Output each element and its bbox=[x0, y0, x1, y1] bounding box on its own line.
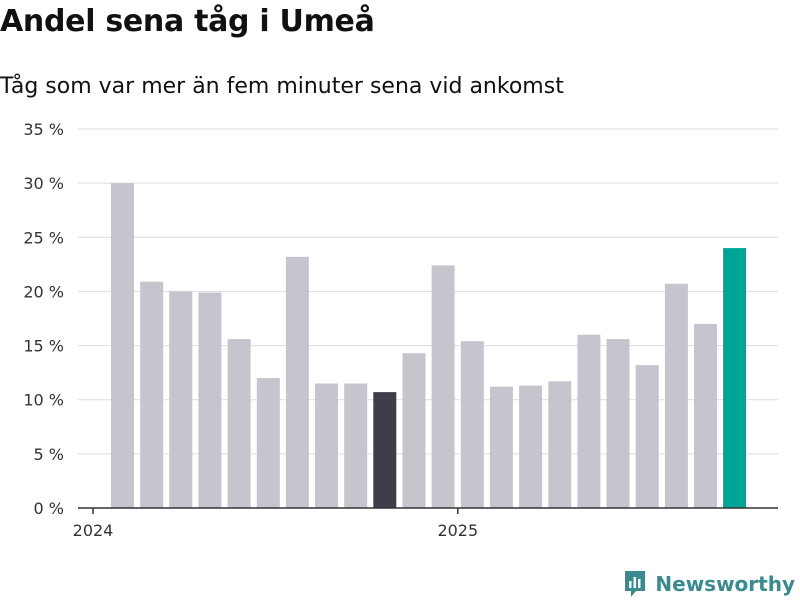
bar-2025-05 bbox=[577, 334, 601, 508]
y-axis-ticks: 0 % 5 % 10 % 15 % 20 % 25 % 30 % 35 % bbox=[23, 120, 64, 518]
y-tick-label: 30 % bbox=[23, 174, 64, 193]
bar-2024-01 bbox=[111, 183, 134, 508]
bar-2025-03 bbox=[519, 385, 543, 508]
bar-2025-02 bbox=[489, 386, 513, 508]
bar-2024-10 bbox=[373, 392, 397, 508]
bar-2024-12 bbox=[431, 265, 455, 508]
bar-2025-08 bbox=[664, 283, 688, 508]
newsworthy-logo: Newsworthy bbox=[623, 570, 795, 598]
chart-subtitle: Tåg som var mer än fem minuter sena vid … bbox=[0, 74, 564, 99]
y-tick-label: 0 % bbox=[34, 499, 64, 518]
y-tick-label: 20 % bbox=[23, 282, 64, 301]
brand-name: Newsworthy bbox=[655, 572, 795, 596]
bar-2024-03 bbox=[169, 291, 193, 508]
newsworthy-logo-icon bbox=[625, 571, 646, 597]
bar-2025-06 bbox=[606, 339, 630, 508]
bar-2024-02 bbox=[140, 281, 164, 508]
bar-2025-10 bbox=[723, 248, 747, 508]
grid-lines bbox=[78, 128, 778, 455]
chart-title: Andel sena tåg i Umeå bbox=[0, 4, 375, 39]
y-tick-label: 10 % bbox=[23, 391, 64, 410]
y-tick-label: 25 % bbox=[23, 228, 64, 247]
bar-2025-04 bbox=[548, 381, 572, 508]
bar-2024-09 bbox=[344, 383, 368, 508]
bar-2024-07 bbox=[285, 256, 309, 508]
bar-2024-11 bbox=[402, 353, 426, 508]
y-tick-label: 15 % bbox=[23, 337, 64, 356]
x-axis: 2024 2025 bbox=[73, 507, 778, 540]
bars bbox=[111, 183, 747, 508]
y-tick-label: 35 % bbox=[23, 120, 64, 139]
bar-2025-09 bbox=[694, 323, 717, 508]
bar-2025-01 bbox=[460, 341, 484, 508]
bar-2024-06 bbox=[256, 378, 280, 508]
bar-2025-07 bbox=[635, 365, 659, 508]
bar-2024-04 bbox=[198, 292, 222, 508]
x-tick-label: 2025 bbox=[437, 521, 478, 540]
bar-2024-05 bbox=[227, 339, 251, 508]
y-tick-label: 5 % bbox=[34, 445, 64, 464]
x-tick-label: 2024 bbox=[73, 521, 114, 540]
bar-2024-08 bbox=[315, 383, 338, 508]
